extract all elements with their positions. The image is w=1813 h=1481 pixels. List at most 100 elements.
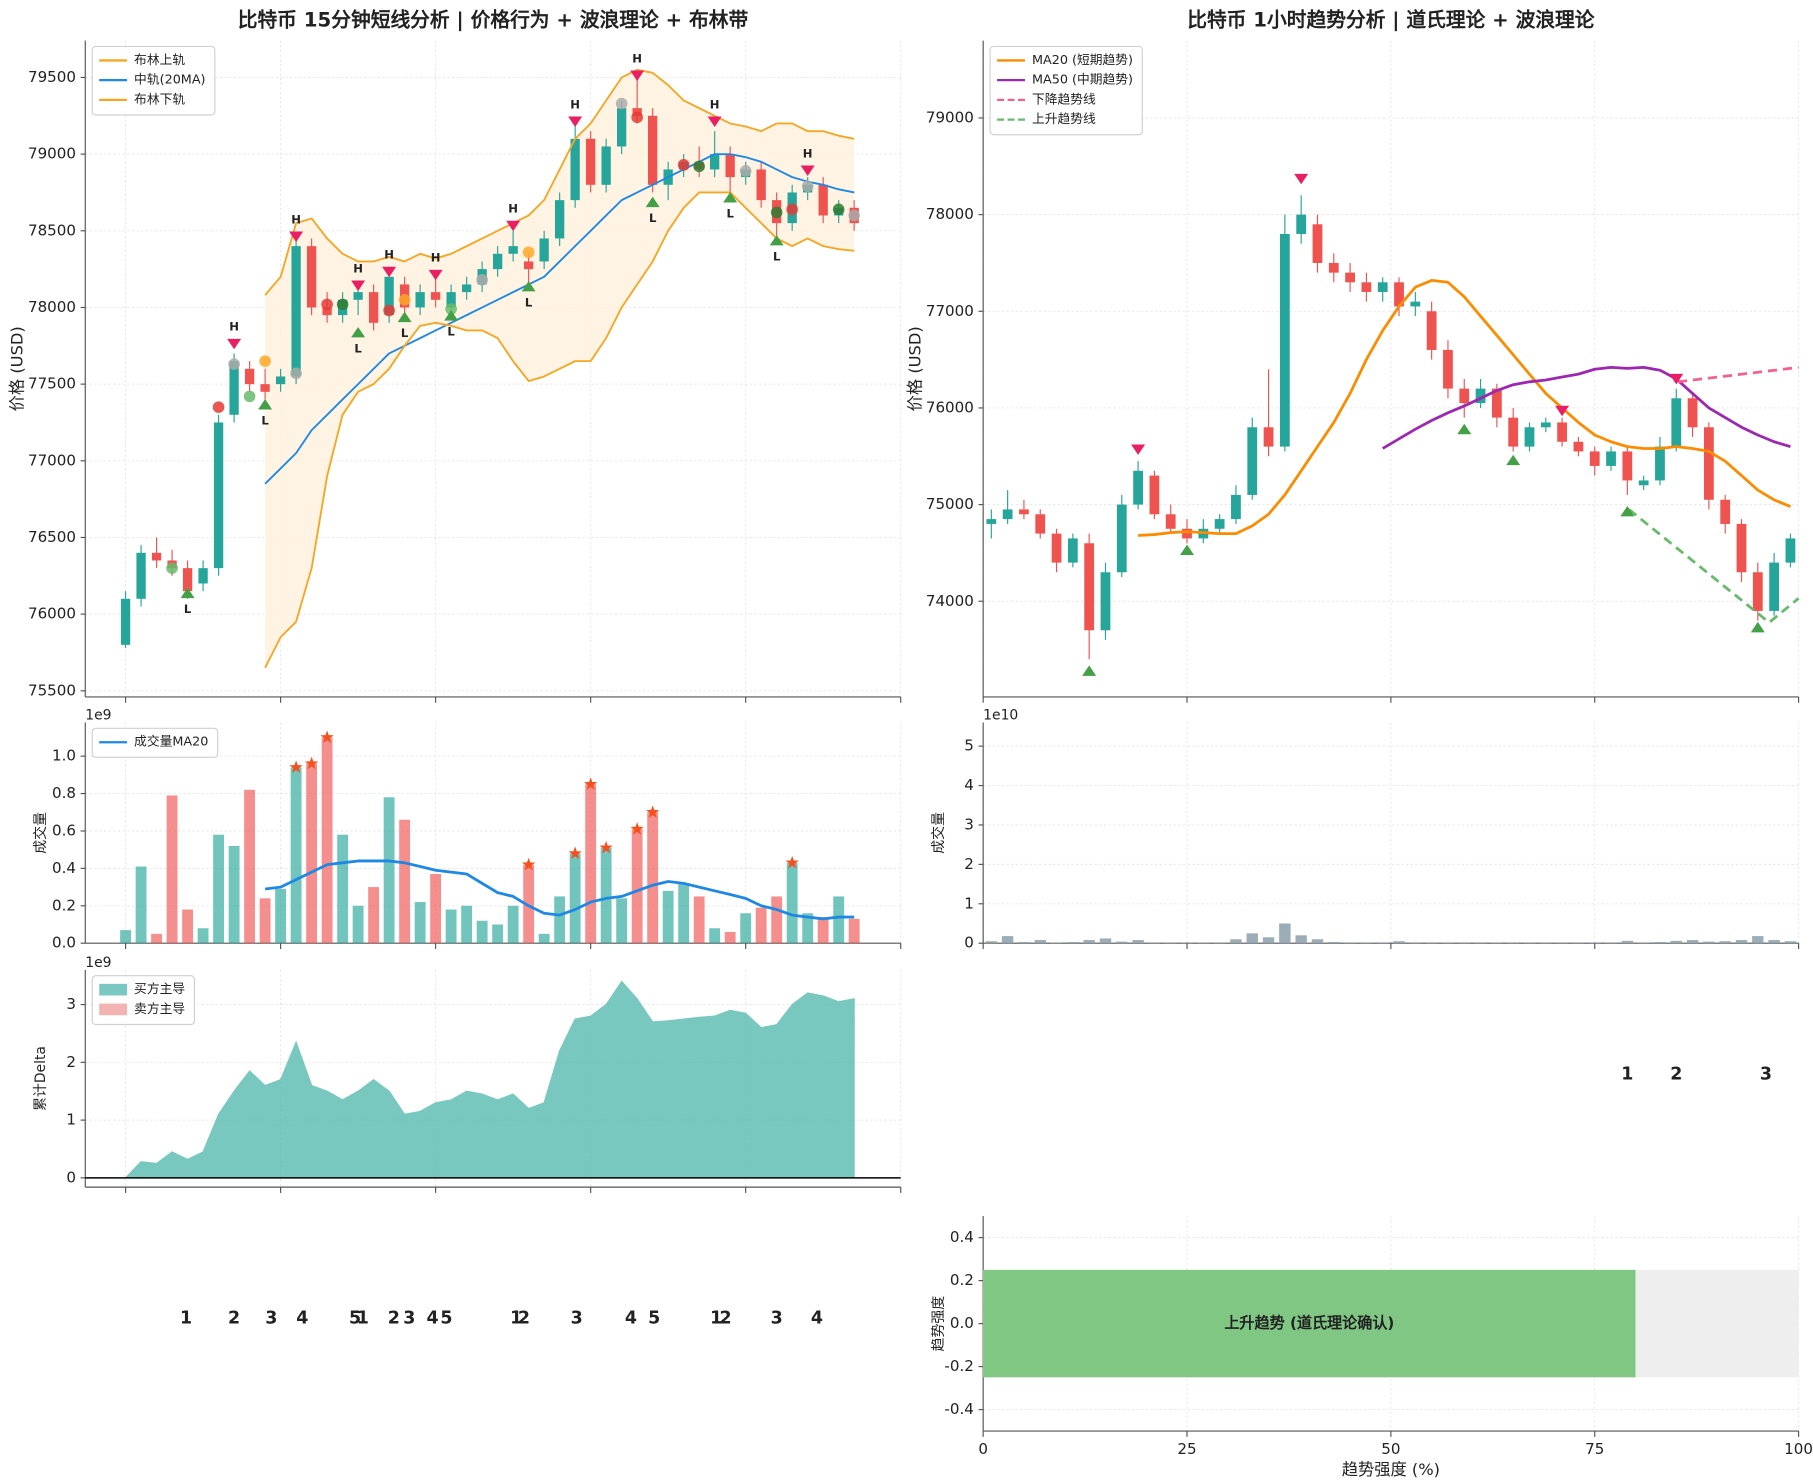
high-marker	[506, 220, 521, 232]
low-label: L	[447, 325, 455, 339]
volume-spike	[304, 756, 319, 770]
volume-bar	[740, 913, 752, 944]
candle-body	[1345, 272, 1355, 283]
candle-body	[523, 261, 534, 270]
wave-label: 2	[388, 1308, 400, 1328]
y-tick-label: 76500	[28, 528, 76, 546]
wave-label: 1	[510, 1308, 522, 1328]
wave-label: 3	[771, 1308, 783, 1328]
high-marker	[1131, 444, 1146, 455]
candle-body	[1361, 282, 1372, 292]
candle-body	[1655, 446, 1665, 481]
y-tick-label: 0.0	[52, 934, 76, 952]
candle-body	[1557, 422, 1568, 442]
y-tick-label: 75500	[28, 681, 76, 699]
candle-body	[1182, 528, 1192, 539]
candle-body	[306, 246, 317, 308]
axis-offset: 1e9	[85, 955, 111, 971]
pattern-marker	[383, 304, 395, 317]
y-tick-label: 79000	[28, 145, 76, 163]
y-tick-label: 77000	[926, 302, 974, 320]
high-label: H	[384, 248, 394, 262]
y-tick-label: 0.4	[950, 1228, 974, 1246]
wave-label: 3	[265, 1308, 277, 1328]
y-tick-label: 78500	[28, 221, 76, 239]
y-tick-label: 1	[66, 1111, 76, 1129]
y-tick-label: 3	[66, 995, 76, 1013]
volume-bar	[709, 928, 721, 944]
volume-bar	[244, 789, 256, 944]
volume-bar	[1360, 942, 1373, 944]
volume-bar	[290, 767, 302, 944]
candle-body	[1133, 470, 1143, 505]
candle-body	[229, 361, 239, 415]
high-marker	[351, 280, 366, 292]
volume-spike	[568, 846, 582, 860]
candle-body	[1019, 509, 1029, 515]
candle-body	[1279, 233, 1290, 447]
volume-bar	[259, 898, 271, 944]
pattern-marker	[739, 165, 752, 177]
candle-body	[1638, 480, 1649, 486]
candle-body	[585, 138, 596, 185]
candle-body	[1720, 499, 1731, 524]
volume-bar	[306, 763, 318, 944]
volume-bar	[1719, 941, 1731, 944]
volume-bar	[1670, 940, 1682, 944]
wave-label: 4	[296, 1308, 308, 1328]
volume-spike	[646, 805, 660, 818]
volume-bar	[1246, 933, 1258, 944]
legend-box	[91, 45, 216, 116]
volume-bar	[1752, 936, 1764, 944]
candle-body	[1606, 451, 1616, 466]
volume-bar	[585, 784, 597, 944]
candle-body	[415, 292, 425, 308]
pattern-marker	[476, 274, 488, 286]
low-marker	[645, 196, 660, 208]
volume-bar	[1262, 937, 1275, 944]
volume-bar	[1621, 940, 1634, 944]
volume-bar	[1784, 941, 1797, 944]
high-label: H	[508, 202, 518, 216]
low-marker	[769, 234, 784, 246]
wave-label: 2	[518, 1308, 530, 1328]
candle-body	[1410, 301, 1421, 307]
volume-bar	[693, 896, 705, 944]
y-tick-label: 2	[66, 1053, 76, 1071]
series-line	[264, 859, 855, 921]
x-tick-label: 0	[978, 1440, 988, 1458]
volume-bar	[368, 887, 380, 944]
wave-label: 2	[228, 1308, 240, 1328]
volume-bar	[383, 797, 395, 944]
x-tick-label: 50	[1381, 1440, 1400, 1458]
low-marker	[180, 587, 195, 599]
low-marker	[723, 192, 738, 203]
series-line	[264, 191, 855, 669]
pattern-marker	[786, 203, 798, 216]
candle-body	[1589, 451, 1600, 466]
volume-bar	[166, 795, 178, 944]
candle-body	[986, 519, 997, 524]
volume-bar	[1279, 923, 1291, 944]
candle-body	[275, 376, 286, 385]
candle-body	[1573, 441, 1584, 452]
pattern-marker	[321, 298, 333, 311]
candle-body	[260, 384, 270, 392]
y-tick-label: 1.0	[52, 747, 76, 765]
candle-body	[492, 253, 503, 270]
pattern-marker	[212, 401, 225, 413]
candle-body	[1214, 519, 1225, 529]
candle-body	[182, 568, 193, 592]
y-tick-label: 78000	[28, 298, 76, 316]
legend-swatch	[99, 1003, 128, 1016]
candle-body	[384, 276, 394, 316]
wave-label: 2	[719, 1308, 731, 1328]
volume-bar	[1735, 940, 1748, 944]
pattern-marker	[445, 303, 457, 315]
y-tick-label: 1	[964, 894, 974, 912]
wave-label: 2	[1670, 1064, 1682, 1084]
high-label: H	[803, 146, 813, 160]
pattern-marker	[522, 246, 535, 259]
high-marker	[800, 165, 815, 177]
candle-body	[601, 146, 611, 185]
